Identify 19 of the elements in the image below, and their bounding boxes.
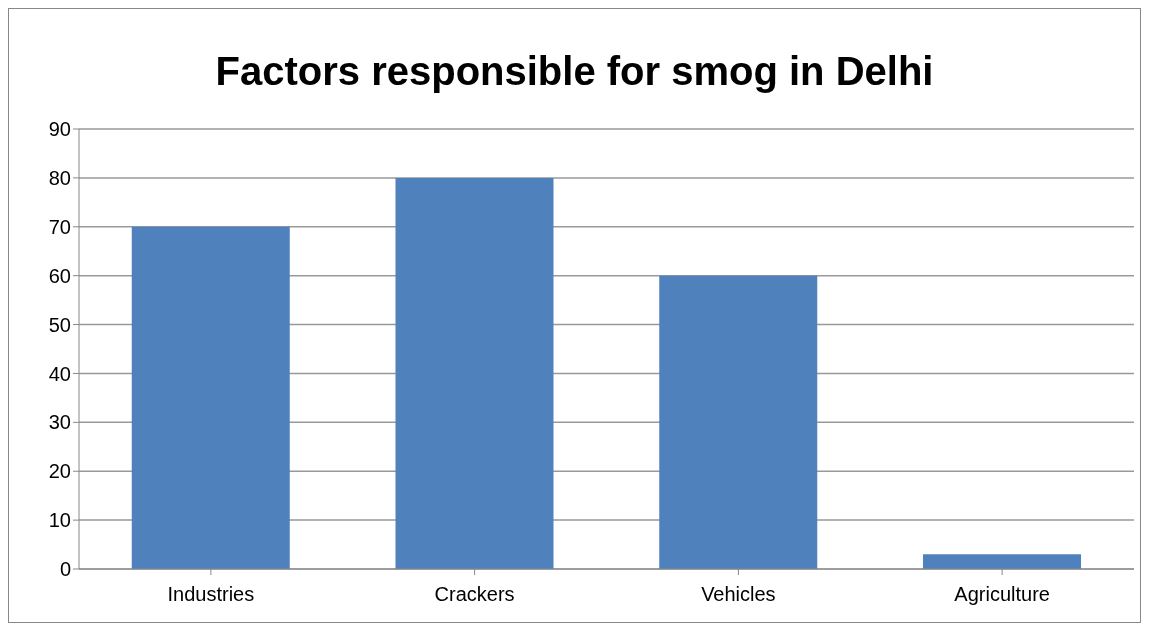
bar — [131, 226, 290, 569]
y-tick-label: 80 — [48, 166, 71, 189]
bar — [923, 554, 1081, 569]
y-tick-label: 40 — [48, 362, 71, 385]
x-tick-label: Agriculture — [954, 583, 1050, 606]
y-tick-label: 20 — [48, 460, 71, 483]
y-tick-label: 60 — [48, 264, 71, 287]
y-tick-label: 30 — [48, 411, 71, 434]
y-tick-label: 90 — [48, 118, 71, 141]
bar — [659, 275, 818, 569]
chart-title: Factors responsible for smog in Delhi — [214, 49, 935, 95]
x-tick-label: Crackers — [434, 583, 515, 606]
y-tick-label: 70 — [48, 215, 71, 238]
x-tick-label: Industries — [167, 583, 255, 606]
y-tick-label: 50 — [48, 313, 71, 336]
bar — [395, 177, 554, 569]
x-tick-label: Vehicles — [701, 583, 776, 606]
y-tick-label: 10 — [48, 509, 71, 532]
y-tick-label: 0 — [59, 558, 71, 581]
